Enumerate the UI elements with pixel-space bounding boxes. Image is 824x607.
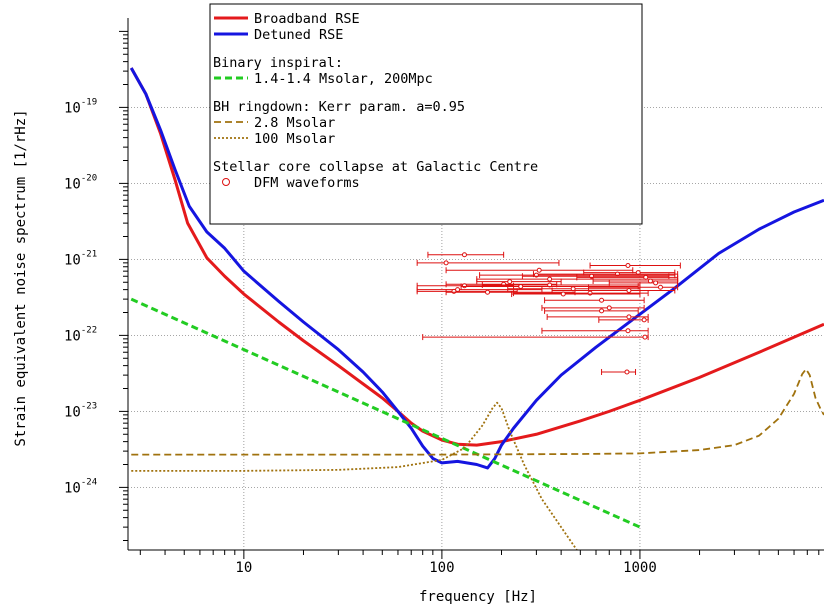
y-tick-exponent: -19 [81,97,97,107]
y-tick-exponent: -20 [81,173,97,183]
dfm-point [641,317,647,323]
legend-label: DFM waveforms [254,175,360,191]
dfm-point [485,289,491,295]
legend-label: 1.4-1.4 Msolar, 200Mpc [254,71,433,87]
dfm-point [599,308,605,314]
legend-heading: Binary inspiral: [213,55,343,71]
dfm-point [451,288,457,294]
legend-heading: Stellar core collapse at Galactic Centre [213,159,538,175]
legend-marker-dfm [222,178,230,186]
series-layer [129,67,824,550]
y-tick-label: 10-24 [64,477,97,496]
y-tick-exponent: -24 [81,477,97,487]
dfm-point [657,284,663,290]
dfm-point [461,252,467,258]
x-tick-label: 1000 [623,560,657,576]
ringdown28-line [131,368,824,456]
y-tick-label: 10-23 [64,401,97,420]
x-tick-label: 100 [429,560,454,576]
x-axis-label: frequency [Hz] [419,589,537,605]
y-tick-label: 10-19 [64,97,97,116]
dfm-point [461,283,467,289]
legend-box [209,3,643,225]
dfm-point [443,260,449,266]
y-tick-exponent: -22 [81,325,97,335]
dfm-point [647,278,653,284]
legend-label: 2.8 Msolar [254,115,335,131]
dfm-point [547,276,553,282]
y-tick-label: 10-22 [64,325,97,344]
dfm-point [599,297,605,303]
y-tick-label: 10-20 [64,173,97,192]
detuned-line [129,67,824,470]
dfm-point [507,279,513,285]
y-tick-exponent: -21 [81,249,97,259]
dfm-point [625,263,631,269]
dfm-point [536,267,542,273]
dfm-point [642,334,648,340]
legend-heading: BH ringdown: Kerr param. a=0.95 [213,99,465,115]
plot-frame [119,18,824,559]
legend-label: Detuned RSE [254,27,343,43]
dfm-point [560,291,566,297]
legend-label: Broadband RSE [254,11,360,27]
dfm-point [626,314,632,320]
y-tick-label: 10-21 [64,249,97,268]
dfm-point [653,280,659,286]
ringdown100-line [131,401,578,550]
dfm-point [626,287,632,293]
x-tick-label: 10 [235,560,252,576]
y-tick-exponent: -23 [81,401,97,411]
y-axis-label: Strain equivalent noise spectrum [1/rHz] [13,109,29,446]
dfm-point [624,369,630,375]
legend-label: 100 Msolar [254,131,335,147]
dfm-point [625,328,631,334]
dfm-point [518,283,524,289]
inspiral-line [130,297,641,529]
dfm-point [606,305,612,311]
